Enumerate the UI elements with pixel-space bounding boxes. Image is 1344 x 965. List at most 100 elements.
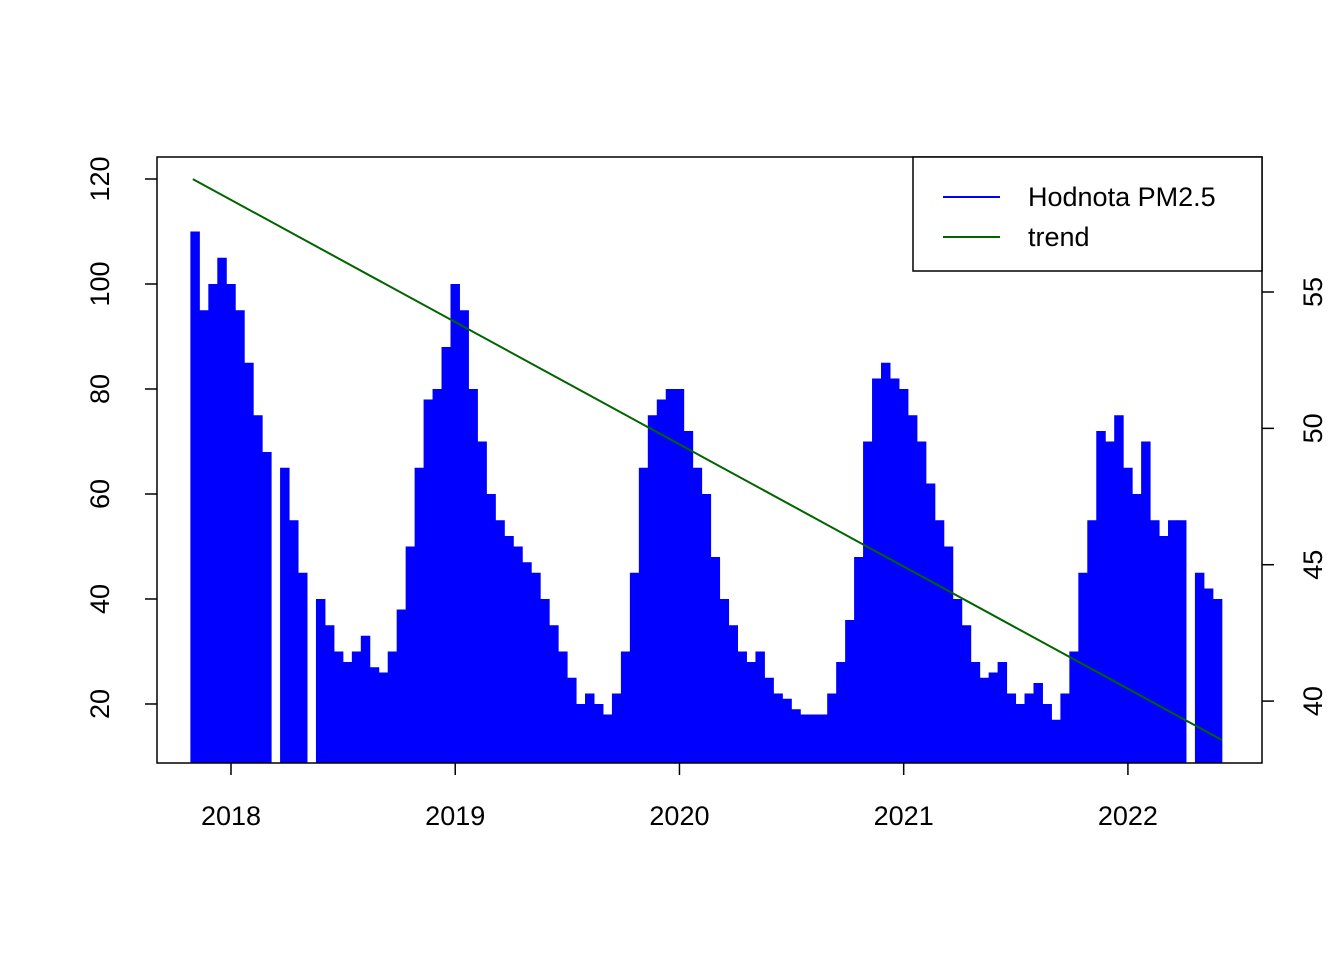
- spike-bar: [845, 619, 855, 763]
- y2-tick-label: 50: [1298, 413, 1328, 443]
- spike-bar: [199, 310, 209, 763]
- spike-bar: [1096, 430, 1106, 763]
- spike-bar: [1069, 651, 1079, 763]
- spike-bar: [925, 483, 936, 763]
- spike-bar: [414, 467, 425, 763]
- spike-bar: [1060, 693, 1070, 763]
- x-tick-label: 2018: [201, 801, 261, 831]
- spike-bar: [558, 651, 568, 763]
- spike-bar: [504, 535, 514, 763]
- y-tick-label: 60: [85, 479, 115, 509]
- spike-bar: [970, 661, 981, 763]
- spike-bar: [315, 598, 326, 763]
- spike-bar: [387, 651, 398, 763]
- y2-tick-label: 40: [1298, 686, 1328, 716]
- spike-bar: [997, 661, 1008, 763]
- spike-bar: [764, 677, 774, 763]
- spike-bar: [854, 556, 864, 763]
- spike-bar: [324, 625, 335, 763]
- spike-bar: [746, 661, 756, 763]
- spike-bar: [800, 714, 810, 763]
- spike-bar: [262, 451, 272, 763]
- y-tick-label: 40: [85, 584, 115, 614]
- spike-bar: [602, 714, 613, 763]
- spike-bar: [513, 546, 523, 763]
- spike-bar: [1078, 572, 1088, 763]
- spike-bar: [674, 388, 685, 763]
- spike-bar: [1051, 719, 1061, 763]
- spike-bar: [809, 714, 819, 763]
- spike-bar: [755, 651, 765, 763]
- spike-bar: [1123, 467, 1133, 763]
- x-tick-label: 2020: [649, 801, 709, 831]
- spike-bar: [710, 556, 721, 763]
- spike-bar: [692, 467, 703, 763]
- y2-tick-label: 45: [1298, 550, 1328, 580]
- spike-bar: [522, 562, 532, 763]
- spike-bar: [486, 493, 496, 763]
- spike-bar: [360, 635, 371, 763]
- spike-bar: [863, 441, 873, 763]
- spike-bar: [647, 415, 658, 763]
- spike-bar: [620, 651, 631, 763]
- spike-bar: [585, 693, 595, 763]
- spike-bar: [226, 283, 236, 763]
- spike-bar: [333, 651, 344, 763]
- spike-bar: [378, 672, 389, 763]
- spike-bar: [450, 283, 460, 763]
- legend-box: [912, 156, 1263, 272]
- spike-bar: [728, 625, 739, 763]
- spike-bar: [872, 378, 882, 763]
- spike-bar: [979, 677, 990, 763]
- spike-bar: [683, 430, 694, 763]
- spike-bar: [701, 493, 712, 763]
- spike-bar: [818, 714, 828, 763]
- spike-bar: [567, 677, 577, 763]
- spike-bar: [952, 598, 963, 763]
- spike-bar: [791, 709, 801, 763]
- legend-label: trend: [1028, 222, 1090, 252]
- spike-bar: [351, 651, 362, 763]
- y-tick-label: 120: [85, 156, 115, 201]
- spike-bar: [432, 388, 443, 763]
- y-tick-label: 20: [85, 689, 115, 719]
- spike-bar: [477, 441, 487, 763]
- spike-bar: [881, 362, 891, 763]
- spike-bar: [1159, 535, 1169, 763]
- spike-bar: [1087, 520, 1097, 763]
- spike-bar: [719, 598, 730, 763]
- spike-bar: [889, 378, 900, 763]
- spike-bar: [369, 667, 380, 763]
- spike-bar: [593, 703, 604, 763]
- spike-bar: [217, 257, 227, 763]
- spike-bar: [1194, 572, 1205, 763]
- spike-bar: [836, 661, 846, 763]
- spike-bar: [961, 625, 972, 763]
- spike-bar: [1168, 520, 1178, 763]
- spike-bar: [611, 693, 622, 763]
- spike-bar: [1203, 588, 1214, 763]
- spike-bar: [1024, 693, 1034, 763]
- spike-bar: [1042, 703, 1052, 763]
- spike-bar: [190, 231, 200, 763]
- spike-bar: [737, 651, 747, 763]
- spike-bar: [459, 310, 469, 763]
- spike-bar: [629, 572, 640, 763]
- spike-bar: [468, 388, 478, 763]
- spike-bar: [907, 415, 918, 763]
- y-tick-label: 100: [85, 261, 115, 306]
- spike-bar: [1033, 682, 1043, 763]
- plot-area: [190, 178, 1223, 763]
- spike-bar: [208, 283, 218, 763]
- spike-bar: [656, 399, 667, 763]
- plot-frame: [156, 156, 1263, 764]
- spike-bar: [280, 467, 290, 763]
- spike-bar: [988, 672, 999, 763]
- spike-bar: [423, 399, 434, 763]
- spike-bar: [1212, 598, 1223, 763]
- y-tick-label: 80: [85, 374, 115, 404]
- spike-bar: [441, 346, 451, 763]
- spike-bar: [244, 362, 254, 763]
- spike-bar: [1150, 520, 1160, 763]
